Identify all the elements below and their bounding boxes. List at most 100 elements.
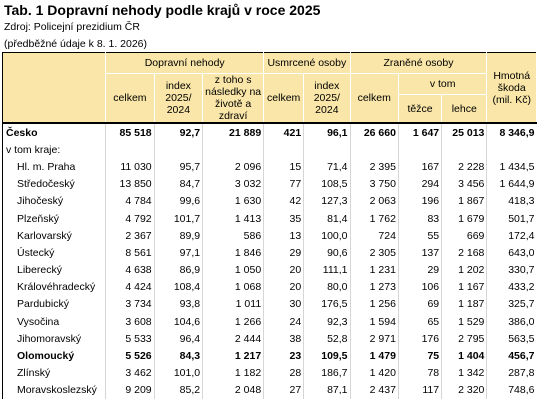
cell: 5 526 — [105, 347, 155, 365]
cell: 1 011 — [202, 295, 264, 314]
cell: 1 630 — [202, 192, 264, 210]
cell: 26 660 — [349, 121, 399, 142]
cell: 96,4 — [153, 330, 203, 348]
cell: 21 889 — [202, 121, 264, 142]
row-label: Karlovarský — [1, 227, 106, 245]
cell: 20 — [263, 261, 304, 279]
cell: 20 — [263, 278, 304, 296]
cell: 2 168 — [441, 244, 487, 262]
cell: 75 — [397, 347, 442, 365]
cell: 11 030 — [105, 158, 155, 176]
cell: 2 795 — [441, 330, 487, 348]
cell: 1 187 — [441, 295, 487, 314]
cell: 167 — [397, 158, 442, 176]
cell: 71,4 — [303, 158, 351, 176]
header-stub — [1, 52, 107, 124]
table-row: Jihočeský 4 784 99,6 1 630 42 127,3 2 063 196 1 … — [1, 192, 537, 210]
cell: 1 594 — [349, 313, 399, 331]
header-usmrcene-celkem: celkem — [263, 73, 305, 124]
table-row: Liberecký 4 638 86,9 1 050 20 111,1 1 231 29 1 2… — [1, 261, 537, 279]
cell: 85,2 — [153, 381, 203, 399]
cell: 28 — [263, 364, 304, 382]
cell: 3 456 — [441, 175, 487, 193]
cell: 1 266 — [202, 313, 264, 331]
cell: 77 — [263, 175, 304, 193]
table-row: Moravskoslezský 9 209 85,2 2 048 27 87,1 2 437… — [1, 381, 537, 399]
cell: 92,7 — [153, 121, 203, 142]
cell: 176,5 — [303, 295, 351, 314]
row-label: Olomoucký — [1, 347, 106, 365]
cell: 2 063 — [349, 192, 399, 210]
cell: 23 — [263, 347, 304, 365]
section-label: v tom kraje: — [1, 141, 106, 159]
row-label: Česko — [1, 121, 106, 142]
cell: 501,7 — [486, 209, 537, 228]
cell: 13 850 — [105, 175, 155, 193]
cell: 108,4 — [153, 278, 203, 296]
cell: 106 — [397, 278, 442, 296]
cell: 29 — [263, 244, 304, 262]
cell: 29 — [397, 261, 442, 279]
header-nehody: Dopravní nehody — [105, 52, 265, 74]
cell: 15 — [263, 158, 304, 176]
cell: 1 182 — [202, 364, 264, 382]
cell: 96,1 — [303, 121, 351, 142]
cell: 69 — [397, 295, 442, 314]
cell: 586 — [202, 227, 264, 245]
cell: 294 — [397, 175, 442, 193]
cell: 4 638 — [105, 261, 155, 279]
cell: 86,9 — [153, 261, 203, 279]
header-lehce: lehce — [441, 94, 488, 124]
cell: 433,2 — [486, 278, 537, 296]
row-label: Vysočina — [1, 313, 106, 331]
row-label: Zlínský — [1, 364, 106, 382]
row-label: Jihomoravský — [1, 330, 106, 348]
header-zranene-celkem: celkem — [349, 73, 399, 124]
cell: 9 209 — [105, 381, 155, 399]
row-label: Plzeňský — [1, 209, 106, 228]
cell: 5 533 — [105, 330, 155, 348]
cell: 172,4 — [486, 227, 537, 245]
cell: 1 846 — [202, 244, 264, 262]
cell: 108,5 — [303, 175, 351, 193]
cell: 84,7 — [153, 175, 203, 193]
cell: 1 529 — [441, 313, 487, 331]
header-tezce: těžce — [397, 94, 443, 124]
cell: 2 096 — [202, 158, 264, 176]
row-label: Hl. m. Praha — [1, 158, 106, 176]
table-row: Zlínský 3 462 101,0 1 182 28 186,7 1 420 78 1 34… — [1, 364, 537, 382]
cell: 2 444 — [202, 330, 264, 348]
row-label: Ústecký — [1, 244, 106, 262]
cell: 81,4 — [303, 209, 351, 228]
cell: 13 — [263, 227, 304, 245]
source-note: Zdroj: Policejní prezidium ČR — [4, 21, 140, 33]
table-row: Vysočina 3 608 104,6 1 266 24 92,3 1 594 65 1 52… — [1, 313, 537, 331]
cell: 1 647 — [397, 121, 442, 142]
cell: 3 608 — [105, 313, 155, 331]
cell: 78 — [397, 364, 442, 382]
row-label: Pardubický — [1, 295, 106, 314]
cell: 84,3 — [153, 347, 203, 365]
cell: 563,5 — [486, 330, 537, 348]
cell: 386,0 — [486, 313, 537, 331]
cell: 2 367 — [105, 227, 155, 245]
table-row: Olomoucký 5 526 84,3 1 217 23 109,5 1 479 75 1 4… — [1, 347, 537, 365]
cell: 418,3 — [486, 192, 537, 210]
header-usmrcene: Usmrcené osoby — [263, 52, 351, 74]
cell: 3 750 — [349, 175, 399, 193]
header-skoda: Hmotná škoda (mil. Kč) — [486, 52, 537, 124]
cell: 186,7 — [303, 364, 351, 382]
cell: 137 — [397, 244, 442, 262]
header-usmrcene-index: index 2025/ 2024 — [303, 73, 351, 124]
cell: 87,1 — [303, 381, 351, 399]
cell: 325,7 — [486, 295, 537, 314]
cell: 83 — [397, 209, 442, 228]
cell: 42 — [263, 192, 304, 210]
cell: 97,1 — [153, 244, 203, 262]
table-row: Středočeský 13 850 84,7 3 032 77 108,5 3 750 29… — [1, 175, 537, 193]
cell: 109,5 — [303, 347, 351, 365]
cell: 1 050 — [202, 261, 264, 279]
table-row: Plzeňský 4 792 101,7 1 413 35 81,4 1 762 83 1 67… — [1, 209, 537, 228]
cell: 669 — [441, 227, 487, 245]
cell: 196 — [397, 192, 442, 210]
